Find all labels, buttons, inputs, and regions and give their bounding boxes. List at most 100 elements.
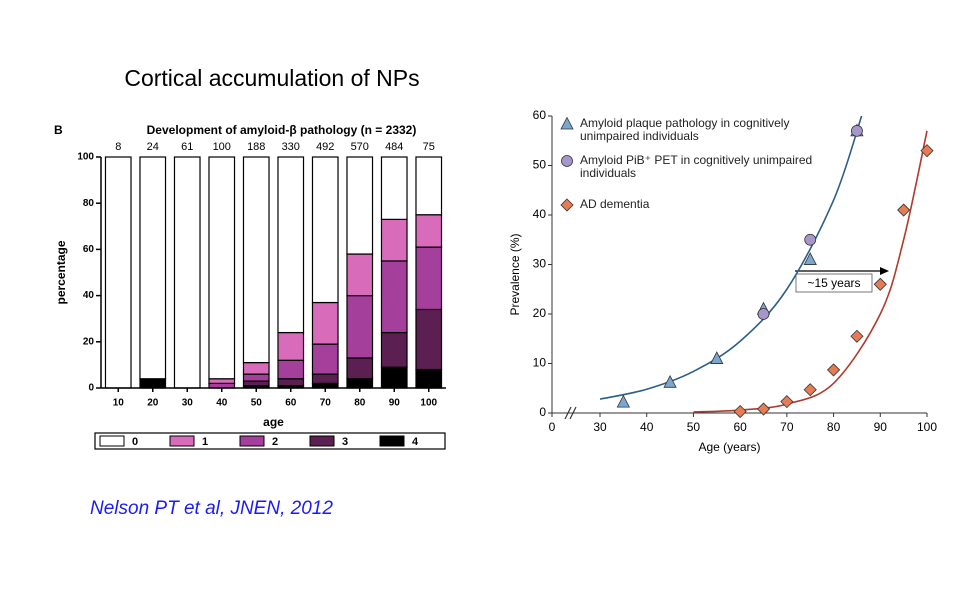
bar-segment xyxy=(311,301,339,345)
legend-label: AD dementia xyxy=(580,197,650,211)
x-tick-label: 40 xyxy=(216,398,228,409)
bar-segment xyxy=(277,378,305,387)
x-tick-label: 60 xyxy=(733,420,747,434)
bar-segment xyxy=(311,373,339,384)
count-label: 188 xyxy=(247,141,265,153)
x-axis-label: Age (years) xyxy=(698,440,760,454)
x-tick-label: 80 xyxy=(354,398,366,409)
marker-triangle xyxy=(710,351,724,364)
legend-marker xyxy=(561,155,573,167)
y-tick-label: 100 xyxy=(77,152,94,163)
y-tick-label: 40 xyxy=(83,290,95,301)
count-label: 8 xyxy=(115,141,121,153)
legend-swatch xyxy=(239,435,265,447)
bar-segment xyxy=(380,156,408,220)
bar-segment xyxy=(415,214,443,248)
marker-diamond xyxy=(850,329,864,343)
bar-segment xyxy=(346,156,374,255)
bar-segment xyxy=(415,368,443,389)
marker-triangle xyxy=(616,394,631,408)
count-label: 100 xyxy=(213,141,231,153)
fit-curve xyxy=(599,115,863,400)
count-label: 24 xyxy=(147,141,159,153)
x-tick-label: 50 xyxy=(251,398,263,409)
y-tick-label: 30 xyxy=(533,257,547,271)
bar-segment xyxy=(346,378,374,389)
legend-label: 2 xyxy=(272,436,278,448)
legend-label: Amyloid plaque pathology in cognitively … xyxy=(580,116,790,143)
marker-diamond xyxy=(873,277,887,291)
x-tick-label: 70 xyxy=(780,420,794,434)
legend-box xyxy=(94,432,446,450)
count-label: 61 xyxy=(181,141,193,153)
count-label: 492 xyxy=(316,141,334,153)
x-tick-label: 100 xyxy=(917,420,937,434)
bar-segment xyxy=(380,366,408,389)
marker-triangle xyxy=(663,374,677,388)
bar-segment xyxy=(242,380,270,387)
annotation: ~15 years xyxy=(807,276,860,290)
legend-swatch xyxy=(169,435,195,447)
count-label: 484 xyxy=(385,141,403,153)
x-tick-label: 50 xyxy=(687,420,701,434)
legend-label: 0 xyxy=(132,436,138,448)
bar-segment xyxy=(208,378,236,384)
marker-circle xyxy=(804,233,817,246)
bar-segment xyxy=(415,308,443,371)
marker-diamond xyxy=(803,383,817,397)
bar-segment xyxy=(415,156,443,216)
y-tick-label: 0 xyxy=(88,383,94,394)
bar-segment xyxy=(208,156,236,380)
marker-circle xyxy=(757,308,770,320)
y-axis-label: Prevalence (%) xyxy=(508,233,522,315)
y-tick-label: 20 xyxy=(83,336,95,347)
slide-title: Cortical accumulation of NPs xyxy=(124,65,419,91)
marker-diamond xyxy=(827,363,841,377)
y-tick-label: 50 xyxy=(533,158,547,172)
x-tick-label: 90 xyxy=(389,398,401,409)
marker-diamond xyxy=(780,395,794,409)
legend-swatch xyxy=(379,435,405,447)
x-tick-label: 10 xyxy=(113,398,125,409)
legend-label: 3 xyxy=(342,436,348,448)
bar-segment xyxy=(277,156,305,334)
legend-marker xyxy=(560,198,574,212)
legend-swatch xyxy=(99,435,125,447)
legend-label: Amyloid PiB⁺ PET in cognitively unimpair… xyxy=(580,153,813,180)
bar-segment xyxy=(242,156,270,364)
bar-segment xyxy=(346,357,374,380)
bar-segment xyxy=(242,361,270,375)
legend-label: 1 xyxy=(202,436,208,448)
x-tick-label: 20 xyxy=(147,398,159,409)
marker-diamond xyxy=(897,203,911,217)
y-tick-label: 80 xyxy=(83,198,95,209)
y-tick-label: 60 xyxy=(83,244,95,255)
panel-label: B xyxy=(54,123,63,137)
bar-segment xyxy=(139,156,167,380)
marker-circle xyxy=(851,124,863,137)
bar-segment xyxy=(277,359,305,380)
chart-title: Development of amyloid-β pathology (n = … xyxy=(147,123,417,137)
bar-segment xyxy=(346,295,374,359)
y-tick-label: 20 xyxy=(533,306,547,320)
y-tick-label: 0 xyxy=(539,405,546,419)
x-tick-label: 40 xyxy=(640,420,654,434)
x-tick-label: 90 xyxy=(874,420,888,434)
x-tick-label: 0 xyxy=(549,420,556,434)
citation: Nelson PT et al, JNEN, 2012 xyxy=(90,498,333,519)
y-tick-label: 60 xyxy=(533,108,547,122)
x-tick-label: 70 xyxy=(320,398,332,409)
y-axis-label: percentage xyxy=(54,240,68,304)
bar-segment xyxy=(139,378,167,389)
annotation-box xyxy=(795,273,873,293)
bar-segment xyxy=(277,331,305,361)
marker-triangle xyxy=(803,252,817,265)
x-tick-label: 80 xyxy=(827,420,841,434)
legend-label: 4 xyxy=(412,436,419,448)
bar-segment xyxy=(242,373,270,382)
bar-segment xyxy=(380,260,408,334)
x-tick-label: 100 xyxy=(420,398,437,409)
x-tick-label: 30 xyxy=(593,420,607,434)
